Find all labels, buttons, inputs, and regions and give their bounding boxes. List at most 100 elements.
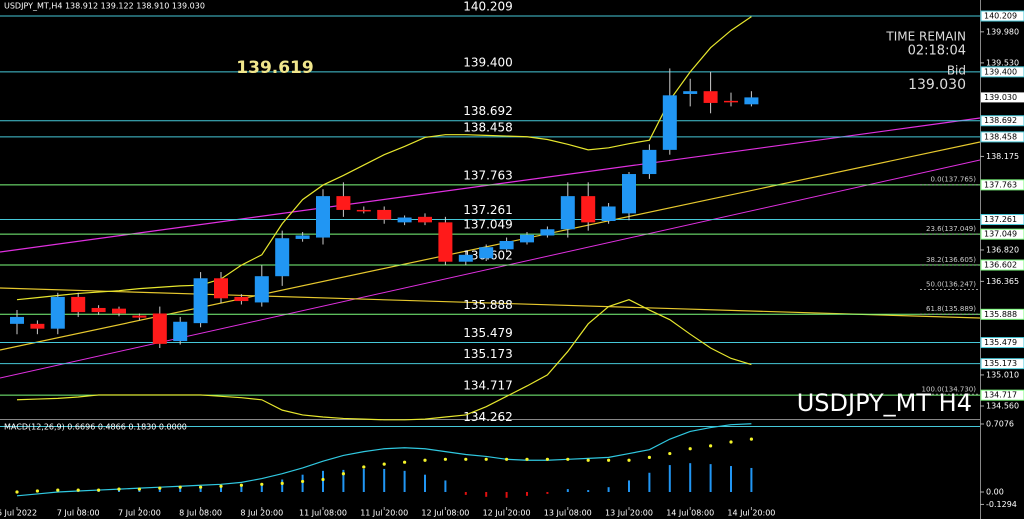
axis-level-box [980,179,1024,191]
axis-level-box [980,337,1024,349]
candle-body [540,229,555,236]
candle-body [744,97,759,105]
histogram-bar [403,470,406,492]
signal-dot [647,455,652,459]
level-label: 138.458 [463,120,513,134]
signal-dot [15,490,19,494]
y-tick-label: 136.820 [986,245,1019,254]
histogram-bar [342,469,345,492]
macd-label: MACD(12,26,9) 0.6696 0.4866 0.1830 0.000… [4,423,187,432]
candle-body [438,222,453,262]
axis-level-label: 134.717 [984,391,1017,400]
candle-body [356,209,371,212]
candle-body [397,217,412,223]
fib-label: 23.6(137.049) [926,225,976,233]
histogram-bar [199,486,202,492]
histogram-bar [546,491,549,494]
signal-dot [341,472,345,476]
signal-dot [709,444,713,448]
x-tick-label: 12 Jul 08:00 [421,509,469,518]
y-tick-label: 139.530 [986,58,1019,67]
candle-body [642,149,657,175]
candle-body [458,254,473,262]
level-label: 134.717 [463,379,513,393]
signal-dot [688,447,692,451]
level-label: 137.261 [463,203,513,217]
bid-axis-label: 139.030 [984,93,1017,102]
candle-body [336,196,351,210]
signal-dot [627,458,631,462]
axis-level-box [980,115,1024,127]
histogram-bar [526,491,528,496]
candle-body [234,296,249,302]
candle-body [601,206,616,221]
x-tick-label: 11 Jul 08:00 [299,509,347,518]
signal-dot [464,457,468,461]
candle-body [622,174,636,214]
level-label: 139.400 [463,55,513,69]
signal-dot [301,479,305,484]
histogram-bar [628,480,630,492]
signal-dot [56,488,60,492]
signal-dot [749,437,754,441]
x-tick-label: 14 Jul 20:00 [727,509,775,518]
level-label: 140.209 [463,0,513,14]
x-tick-label: 13 Jul 08:00 [544,509,592,518]
signal-dot [505,457,509,461]
signal-dot [729,440,733,444]
axis-level-box [980,131,1024,143]
signal-dot [76,488,80,492]
candle-body [479,247,494,259]
header: USDJPY_MT,H4 138.912 139.122 138.910 139… [4,2,205,11]
axis-level-label: 137.763 [984,180,1017,189]
candle-body [193,278,208,324]
axis-level-label: 135.888 [984,310,1017,319]
histogram-bar [566,489,569,492]
level-label: 134.262 [463,410,513,424]
signal-dot [97,488,101,492]
signal-dot [443,457,447,461]
y-tick-label: 139.980 [986,27,1019,36]
candle-body [581,196,596,223]
x-tick-label: 8 Jul 20:00 [240,509,283,518]
band-line [16,299,752,421]
x-tick-label: 7 Jul 20:00 [118,509,161,518]
histogram-bar [362,468,365,492]
candle-body [132,315,147,318]
level-label: 135.479 [463,326,513,340]
axis-level-label: 136.602 [984,261,1017,270]
signal-dot [484,457,488,461]
level-label: 137.763 [463,168,513,182]
axis-level-box [980,228,1024,240]
histogram-bar [281,479,284,492]
signal-dot [382,462,386,466]
timer-time: 02:18:04 [908,44,966,59]
x-tick-label: 11 Jul 20:00 [360,509,408,518]
histogram-bar [322,470,324,492]
signal-dot [219,484,223,488]
candle-body [254,276,269,303]
bid-label: Bid [947,64,966,78]
band-line [16,16,752,301]
signal-dot [525,457,529,461]
y-tick-label: 134.560 [986,401,1019,410]
candle-body [10,316,24,324]
level-label: 137.049 [463,218,513,232]
y-tick-label: 0.7076 [986,419,1014,428]
signal-dot [280,481,284,485]
signal-dot [178,485,182,489]
histogram-bar [668,465,671,492]
histogram-bar [689,463,692,492]
x-tick-label: 6 Jul 2022 [0,509,37,518]
signal-dot [362,465,366,469]
fib-label: 0.0(137.765) [930,176,976,184]
histogram-bar [179,487,182,492]
candle-body [275,238,290,277]
signal-dot [239,483,243,487]
candle-body [683,91,698,94]
axis-level-label: 137.261 [984,215,1017,224]
y-tick-label: 135.010 [986,370,1019,379]
bid-price: 139.030 [908,77,966,93]
signal-dot [607,458,611,462]
